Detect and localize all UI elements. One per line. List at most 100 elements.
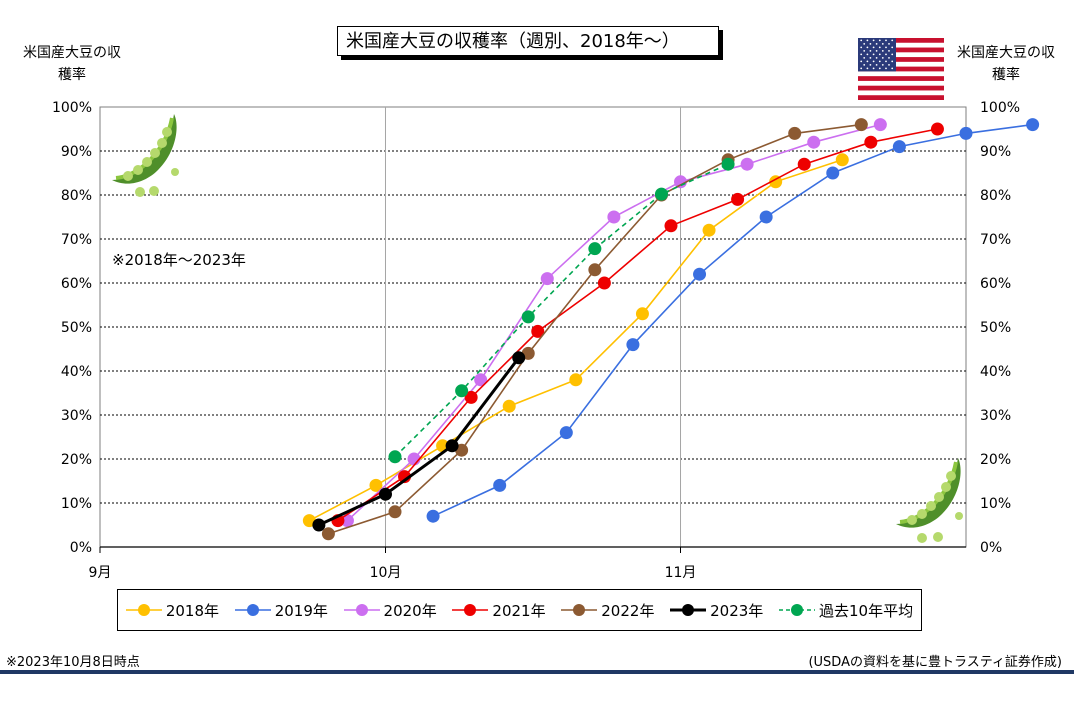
y-tick-label-left: 90% <box>61 144 92 160</box>
y-tick-label-right: 70% <box>980 232 1011 248</box>
data-point-2020年 <box>540 272 554 286</box>
bottom-rule <box>0 670 1074 674</box>
data-point-2023年 <box>512 351 526 365</box>
data-point-2018年 <box>502 399 516 413</box>
data-point-2022年 <box>321 527 335 541</box>
x-tick-label: 9月 <box>89 565 112 581</box>
data-point-2018年 <box>835 153 849 167</box>
data-point-2022年 <box>588 263 602 277</box>
data-point-2020年 <box>674 175 688 189</box>
data-point-2018年 <box>569 373 583 387</box>
legend-item: 過去10年平均 <box>778 600 913 621</box>
period-note: ※2018年～2023年 <box>112 251 246 269</box>
data-point-2018年 <box>769 175 783 189</box>
y-tick-label-right: 90% <box>980 144 1011 160</box>
data-point-2022年 <box>788 126 802 140</box>
legend-symbol <box>778 604 815 616</box>
data-point-2019年 <box>426 509 440 523</box>
data-point-2019年 <box>626 338 640 352</box>
pea-pod-icon-right <box>896 458 963 543</box>
pea-pod-icon <box>112 114 179 197</box>
data-point-過去10年平均 <box>588 242 602 256</box>
data-point-2018年 <box>635 307 649 321</box>
data-point-過去10年平均 <box>654 187 668 201</box>
y-axis-title-right: 米国産大豆の収穫率 <box>957 45 1055 83</box>
legend-item: 2018年 <box>125 600 220 621</box>
y-tick-label-left: 60% <box>61 276 92 292</box>
legend-item: 2021年 <box>452 600 546 621</box>
source-footnote: (USDAの資料を基に豊トラスティ証券作成) <box>808 655 1062 670</box>
data-point-2021年 <box>864 135 878 149</box>
data-point-2021年 <box>731 192 745 206</box>
y-tick-label-left: 70% <box>61 232 92 248</box>
x-tick-label: 10月 <box>370 565 402 581</box>
data-point-2019年 <box>759 210 773 224</box>
chart-legend: 2018年 2019年 2020年 2021年 2022年 2023年 過去10年平均 <box>117 589 922 631</box>
data-point-2020年 <box>474 373 488 387</box>
y-tick-label-left: 20% <box>61 452 92 468</box>
legend-label: 2020年 <box>383 601 437 620</box>
data-point-2021年 <box>597 276 611 290</box>
series-line-2020年 <box>346 123 881 522</box>
legend-label: 2019年 <box>274 601 328 620</box>
data-point-2021年 <box>930 122 944 136</box>
y-tick-label-right: 40% <box>980 364 1011 380</box>
data-point-2023年 <box>312 518 326 532</box>
y-tick-label-left: 10% <box>61 496 92 512</box>
y-tick-label-left: 100% <box>52 100 92 116</box>
y-tick-label-left: 50% <box>61 320 92 336</box>
data-point-2019年 <box>826 166 840 180</box>
y-tick-label-right: 50% <box>980 320 1011 336</box>
data-point-過去10年平均 <box>721 157 735 171</box>
y-tick-label-right: 60% <box>980 276 1011 292</box>
y-tick-label-right: 80% <box>980 188 1011 204</box>
legend-item: 2023年 <box>670 600 763 621</box>
data-point-2019年 <box>1026 118 1040 132</box>
data-point-2019年 <box>493 478 507 492</box>
data-point-2022年 <box>388 505 402 519</box>
data-point-2019年 <box>559 426 573 440</box>
y-axis-title-left: 米国産大豆の収穫率 <box>23 45 121 83</box>
legend-symbol <box>125 604 162 616</box>
legend-symbol <box>561 604 598 616</box>
us-flag-icon <box>858 38 944 100</box>
data-point-2020年 <box>607 210 621 224</box>
legend-label: 2021年 <box>492 601 546 620</box>
y-tick-label-left: 0% <box>70 540 92 556</box>
y-tick-label-left: 80% <box>61 188 92 204</box>
y-tick-label-right: 30% <box>980 408 1011 424</box>
legend-label: 2023年 <box>710 601 764 620</box>
legend-item: 2019年 <box>234 600 328 621</box>
as-of-footnote: ※2023年10月8日時点 <box>6 655 140 670</box>
legend-item: 2020年 <box>343 600 437 621</box>
y-tick-label-right: 100% <box>980 100 1020 116</box>
y-tick-label-left: 40% <box>61 364 92 380</box>
data-point-2023年 <box>445 439 459 453</box>
legend-symbol <box>452 604 489 616</box>
data-point-過去10年平均 <box>388 450 402 464</box>
legend-label: 2018年 <box>165 601 220 620</box>
legend-symbol <box>670 604 707 616</box>
chart-title: 米国産大豆の収穫率（週別、2018年～） <box>337 26 719 56</box>
y-tick-label-right: 10% <box>980 496 1011 512</box>
data-point-2021年 <box>464 390 478 404</box>
legend-label: 2022年 <box>601 601 655 620</box>
data-point-2018年 <box>369 478 383 492</box>
legend-symbol <box>343 604 380 616</box>
data-point-2019年 <box>892 140 906 154</box>
data-point-過去10年平均 <box>455 384 469 398</box>
y-tick-label-right: 0% <box>980 540 1002 556</box>
x-tick-label: 11月 <box>665 565 697 581</box>
data-point-2020年 <box>740 157 754 171</box>
data-point-2020年 <box>873 118 887 132</box>
data-point-2020年 <box>807 135 821 149</box>
data-point-2018年 <box>702 223 716 237</box>
y-tick-label-right: 20% <box>980 452 1011 468</box>
data-point-2021年 <box>664 219 678 233</box>
data-point-2019年 <box>693 267 707 281</box>
y-tick-label-left: 30% <box>61 408 92 424</box>
data-point-2022年 <box>854 118 868 132</box>
series-line-2019年 <box>432 123 1033 517</box>
data-point-2021年 <box>531 324 545 338</box>
